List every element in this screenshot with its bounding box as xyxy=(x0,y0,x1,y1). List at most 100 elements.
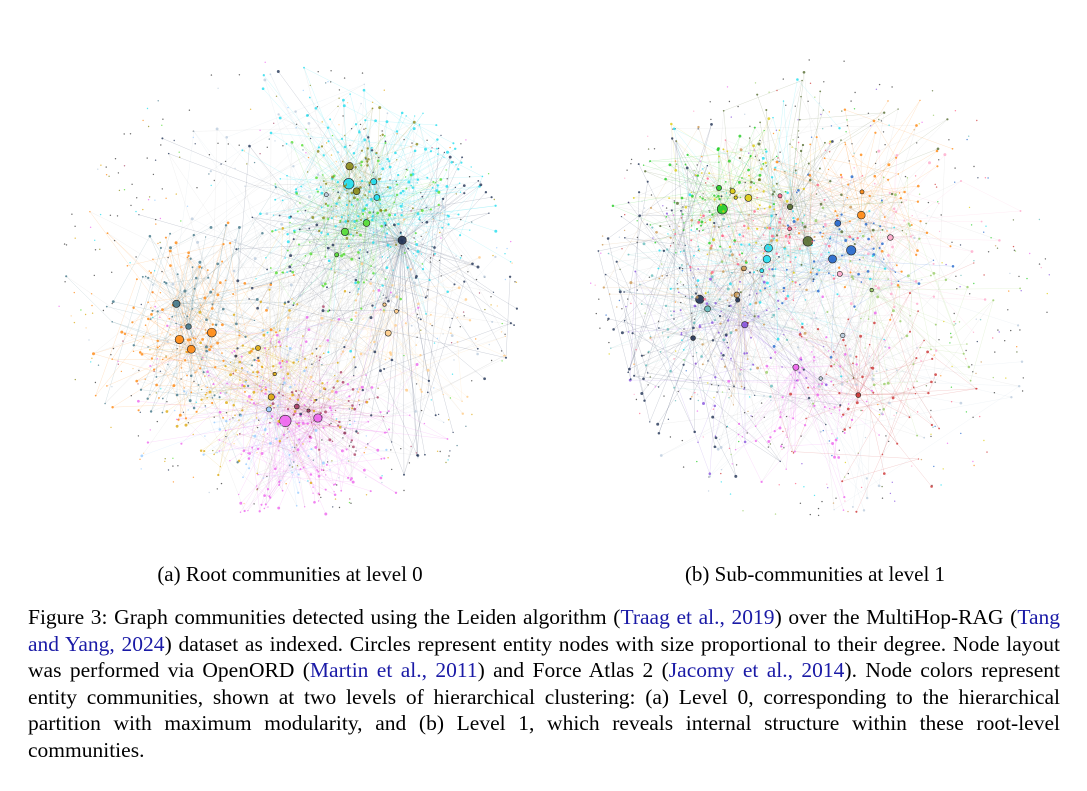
graph-node xyxy=(226,382,228,384)
graph-node xyxy=(268,390,270,393)
hub-node xyxy=(323,192,329,198)
graph-edge xyxy=(839,215,862,268)
graph-node xyxy=(763,129,765,132)
graph-node xyxy=(161,188,163,190)
graph-edge xyxy=(278,114,327,195)
graph-node xyxy=(259,129,261,131)
graph-edge xyxy=(293,406,297,452)
graph-edge xyxy=(815,220,900,288)
graph-node xyxy=(288,309,291,312)
graph-node xyxy=(89,226,92,228)
graph-node xyxy=(1022,377,1024,379)
graph-node xyxy=(365,374,367,376)
graph-edge xyxy=(681,197,723,210)
graph-edge xyxy=(150,233,263,412)
graph-edge xyxy=(300,367,356,415)
graph-edge xyxy=(325,166,350,204)
graph-node xyxy=(265,212,269,216)
graph-edge xyxy=(811,318,843,336)
graph-edge xyxy=(344,212,370,233)
graph-node xyxy=(225,419,228,423)
graph-node xyxy=(1040,266,1042,269)
graph-edge xyxy=(166,283,199,386)
graph-edge xyxy=(644,337,694,401)
graph-node xyxy=(373,340,376,344)
graph-edge xyxy=(349,396,369,422)
graph-node xyxy=(728,100,731,103)
graph-node xyxy=(167,152,170,155)
graph-edge xyxy=(181,280,226,328)
graph-node xyxy=(481,175,484,178)
graph-node xyxy=(462,311,465,313)
graph-node xyxy=(677,390,679,393)
graph-edge xyxy=(173,244,224,386)
graph-node xyxy=(382,416,385,418)
graph-node xyxy=(209,225,213,229)
graph-node xyxy=(492,254,494,257)
graph-edge xyxy=(302,145,367,224)
graph-node xyxy=(278,231,280,233)
graph-node xyxy=(483,275,486,279)
graph-node xyxy=(510,240,512,243)
graph-edge xyxy=(712,272,811,418)
graph-edge xyxy=(287,235,461,438)
graph-node xyxy=(508,275,512,278)
graph-edge xyxy=(715,303,745,325)
graph-node xyxy=(172,384,176,388)
graph-node xyxy=(450,161,453,164)
graph-edge xyxy=(349,166,387,211)
graph-edge xyxy=(802,268,814,328)
graph-edge xyxy=(721,353,835,365)
graph-edge xyxy=(320,389,326,414)
graph-edge xyxy=(842,458,919,482)
graph-node xyxy=(84,313,87,316)
graph-node xyxy=(279,178,282,180)
graph-edge xyxy=(170,265,192,350)
graph-edge xyxy=(219,439,336,495)
graph-edge xyxy=(765,258,833,289)
graph-edge xyxy=(723,355,826,425)
graph-edge xyxy=(750,156,838,216)
graph-edge xyxy=(176,303,249,387)
graph-edge xyxy=(193,235,214,290)
graph-node xyxy=(781,443,783,446)
graph-edge xyxy=(817,329,859,396)
graph-node xyxy=(169,264,172,267)
graph-node xyxy=(702,193,704,195)
graph-node xyxy=(813,386,815,388)
graph-node xyxy=(73,291,75,294)
graph-node xyxy=(716,391,718,393)
graph-edge xyxy=(287,197,377,235)
graph-node xyxy=(371,304,374,307)
graph-node xyxy=(322,469,325,472)
graph-edge xyxy=(422,183,460,211)
graph-node xyxy=(754,440,757,443)
graph-edge xyxy=(265,186,480,430)
graph-edge xyxy=(191,349,262,391)
graph-edge xyxy=(372,201,416,234)
graph-edge xyxy=(812,335,908,404)
graph-node xyxy=(199,449,203,452)
graph-edge xyxy=(755,290,843,336)
graph-edge xyxy=(376,159,388,198)
graph-node xyxy=(311,352,314,355)
graph-node xyxy=(853,152,855,154)
graph-edge xyxy=(825,263,870,357)
graph-edge xyxy=(605,274,799,348)
graph-edge xyxy=(820,237,915,379)
graph-edge xyxy=(878,232,881,289)
graph-edge xyxy=(208,241,317,376)
graph-node xyxy=(795,163,797,165)
graph-edge xyxy=(158,385,175,399)
graph-edge xyxy=(204,297,355,410)
graph-edge xyxy=(666,187,720,217)
graph-node xyxy=(801,322,804,326)
graph-node xyxy=(854,91,856,94)
graph-node xyxy=(776,337,780,341)
graph-node xyxy=(930,409,932,412)
graph-node xyxy=(680,281,682,283)
hub-node xyxy=(340,227,349,236)
graph-node xyxy=(352,196,356,200)
graph-node xyxy=(786,294,790,298)
graph-node xyxy=(979,319,982,321)
